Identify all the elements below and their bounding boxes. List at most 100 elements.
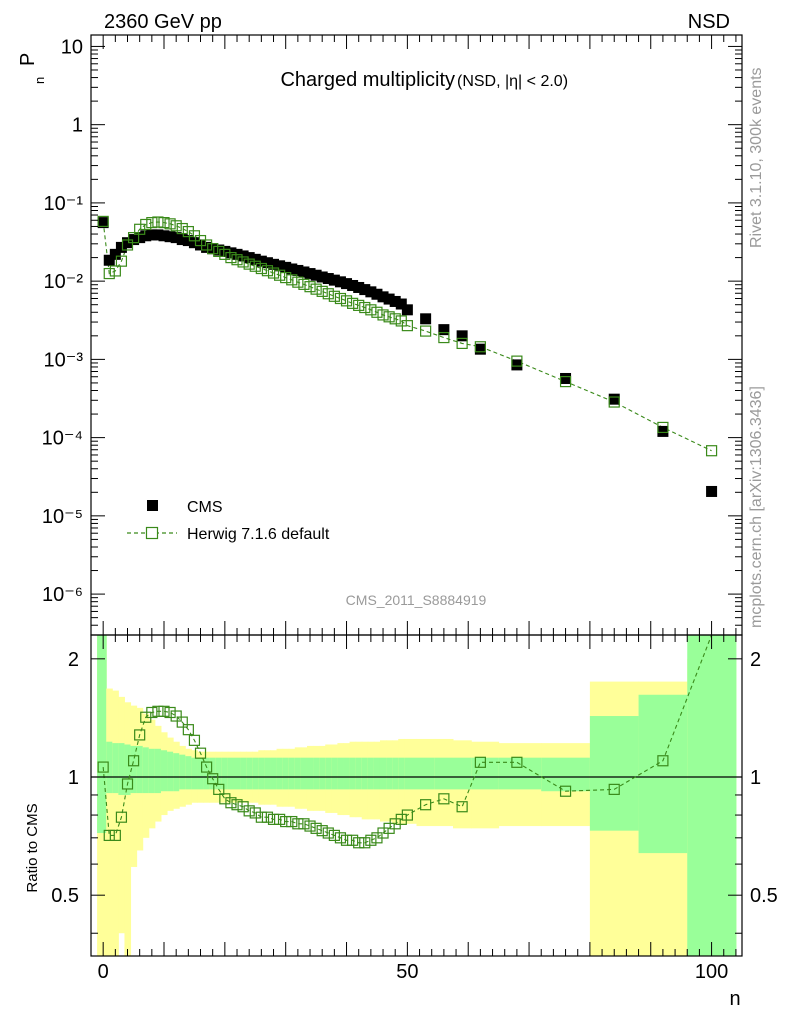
cms-point [292, 264, 304, 276]
cms-point [249, 253, 261, 265]
ratio-point [213, 783, 225, 795]
cms-point [152, 229, 164, 241]
herwig-point [231, 254, 243, 266]
cms-point [608, 393, 620, 405]
ratio-point [559, 785, 572, 797]
band-inner [197, 757, 205, 790]
ratio-point [292, 818, 304, 830]
band-inner [221, 757, 229, 790]
main-y-tick-label: 10⁻¹ [44, 193, 84, 215]
cms-point [158, 230, 170, 242]
ratio-point [194, 747, 207, 759]
band-inner [136, 745, 144, 794]
ratio-point [298, 818, 310, 830]
ratio-y-tick-label-right: 1 [750, 767, 761, 789]
band-inner [379, 757, 387, 790]
cms-point [213, 244, 225, 256]
ratio-point [456, 801, 468, 813]
band-inner [404, 757, 417, 790]
herwig-point [255, 262, 267, 275]
main-y-tick-label: 10 [61, 36, 83, 58]
band-inner [240, 757, 247, 790]
ratio-point [280, 815, 292, 828]
legend-cms-marker [147, 500, 158, 511]
band-inner [203, 757, 211, 790]
ratio-point [200, 761, 213, 773]
ratio-point [347, 834, 359, 846]
cms-point [134, 232, 146, 244]
herwig-point [365, 304, 377, 316]
cms-point [243, 252, 255, 264]
legend-cms-label: CMS [187, 499, 223, 516]
main-y-tick-label: 10⁻² [44, 271, 84, 293]
ratio-point [438, 793, 450, 805]
band-inner [349, 757, 357, 790]
band-inner [246, 757, 253, 790]
band-inner [227, 757, 235, 790]
herwig-point [657, 421, 669, 434]
herwig-point [182, 225, 194, 238]
cms-point [97, 217, 109, 229]
x-tick-label: 50 [396, 961, 418, 983]
header-right: NSD [688, 11, 730, 33]
ratio-frame [90, 634, 743, 957]
cms-point [207, 243, 219, 255]
main-frame [90, 34, 743, 636]
ratio-point [176, 716, 188, 728]
ratio-point [420, 799, 432, 811]
cms-point [316, 271, 328, 283]
cms-point [328, 274, 340, 286]
band-inner [148, 748, 156, 794]
ratio-point [188, 734, 201, 746]
cms-point [164, 231, 176, 243]
cms-point [195, 239, 207, 251]
band-inner [355, 757, 363, 790]
cms-point [170, 232, 182, 244]
band-inner [434, 757, 454, 790]
mcplots-info: mcplots.cern.ch [arXiv:1306.3436] [748, 386, 765, 628]
herwig-point [170, 220, 182, 232]
herwig-point [559, 375, 572, 388]
herwig-point [322, 288, 334, 300]
herwig-point [474, 341, 486, 353]
cms-point [286, 263, 298, 275]
cms-point [383, 293, 395, 305]
herwig-point [316, 285, 328, 297]
cms-point [322, 273, 334, 285]
cms-point [474, 343, 486, 355]
herwig-point [103, 267, 115, 280]
herwig-point [164, 218, 176, 230]
ratio-y-tick-label-left: 2 [68, 649, 79, 671]
herwig-point [158, 217, 170, 229]
x-tick-label: 0 [98, 961, 109, 983]
cms-point [560, 372, 572, 384]
band-inner [167, 751, 174, 792]
band-inner [398, 757, 405, 790]
band-inner [361, 757, 369, 790]
herwig-point [389, 313, 401, 325]
cms-point [201, 241, 213, 253]
herwig-point [292, 276, 304, 288]
herwig-point [225, 251, 237, 264]
ratio-point [134, 729, 146, 741]
cms-point [310, 269, 322, 281]
ratio-point [340, 834, 353, 846]
herwig-point [438, 331, 450, 344]
plot-frames [90, 34, 743, 957]
ratio-point [164, 706, 176, 719]
y-axis-label-sub: n [32, 77, 47, 84]
herwig-point [249, 260, 261, 272]
ratio-point [182, 724, 194, 736]
herwig-point [456, 337, 468, 350]
cms-point [255, 255, 267, 267]
herwig-point [310, 283, 322, 295]
cms-point [140, 230, 152, 242]
band-inner [270, 757, 278, 790]
band-outer [106, 688, 113, 956]
cms-point [511, 359, 523, 371]
cms-point [371, 288, 383, 300]
herwig-point [280, 271, 292, 284]
cms-point [261, 257, 273, 269]
cms-point [456, 330, 468, 342]
